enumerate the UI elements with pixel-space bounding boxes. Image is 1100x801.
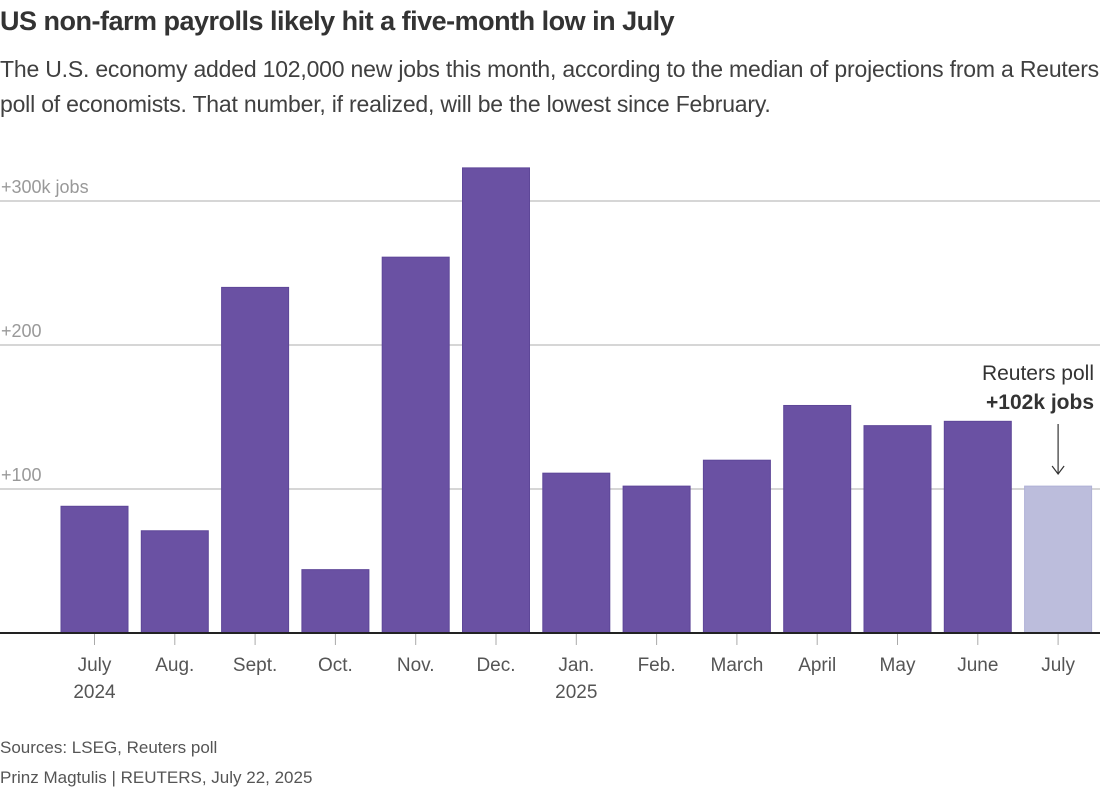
y-tick-label: +200 — [1, 321, 42, 341]
bar — [301, 569, 370, 634]
bar — [863, 425, 932, 634]
x-tick-label: Dec. — [476, 655, 515, 676]
byline: Prinz Magtulis | REUTERS, July 22, 2025 — [0, 768, 313, 787]
annotation-label: Reuters poll — [982, 362, 1094, 385]
x-tick-label: June — [957, 655, 998, 676]
x-tick-label: July — [78, 655, 112, 676]
x-tick-label: Nov. — [397, 655, 435, 676]
x-tick-label: July — [1041, 655, 1075, 676]
x-tick-label: Jan. — [558, 655, 594, 676]
bar — [221, 286, 290, 634]
x-tick-label: March — [711, 655, 764, 676]
bar — [60, 505, 129, 634]
x-tick-label: May — [880, 655, 916, 676]
bar — [783, 404, 852, 634]
x-tick-label: 2024 — [73, 682, 116, 703]
arrow-down-icon — [1051, 465, 1065, 475]
x-tick-label: Oct. — [318, 655, 353, 676]
bar — [702, 459, 771, 634]
x-tick-label: Feb. — [638, 655, 676, 676]
sources-note: Sources: LSEG, Reuters poll — [0, 738, 218, 757]
y-tick-label: +300k jobs — [1, 177, 89, 197]
chart-title: US non-farm payrolls likely hit a five-m… — [0, 6, 675, 36]
x-tick-label: Sept. — [233, 655, 277, 676]
annotation-value: +102k jobs — [986, 391, 1094, 414]
x-tick-label: 2025 — [555, 682, 597, 703]
bar — [381, 256, 450, 634]
y-tick-label: +100 — [1, 465, 42, 485]
x-tick-label: April — [798, 655, 836, 676]
chart-subtitle: The U.S. economy added 102,000 new jobs … — [0, 56, 1099, 117]
bar-projected — [1024, 485, 1093, 634]
x-tick-label: Aug. — [155, 655, 194, 676]
bar — [542, 472, 611, 634]
bar — [622, 485, 691, 634]
bar — [140, 530, 209, 634]
bar — [943, 420, 1012, 634]
bar — [462, 167, 530, 634]
